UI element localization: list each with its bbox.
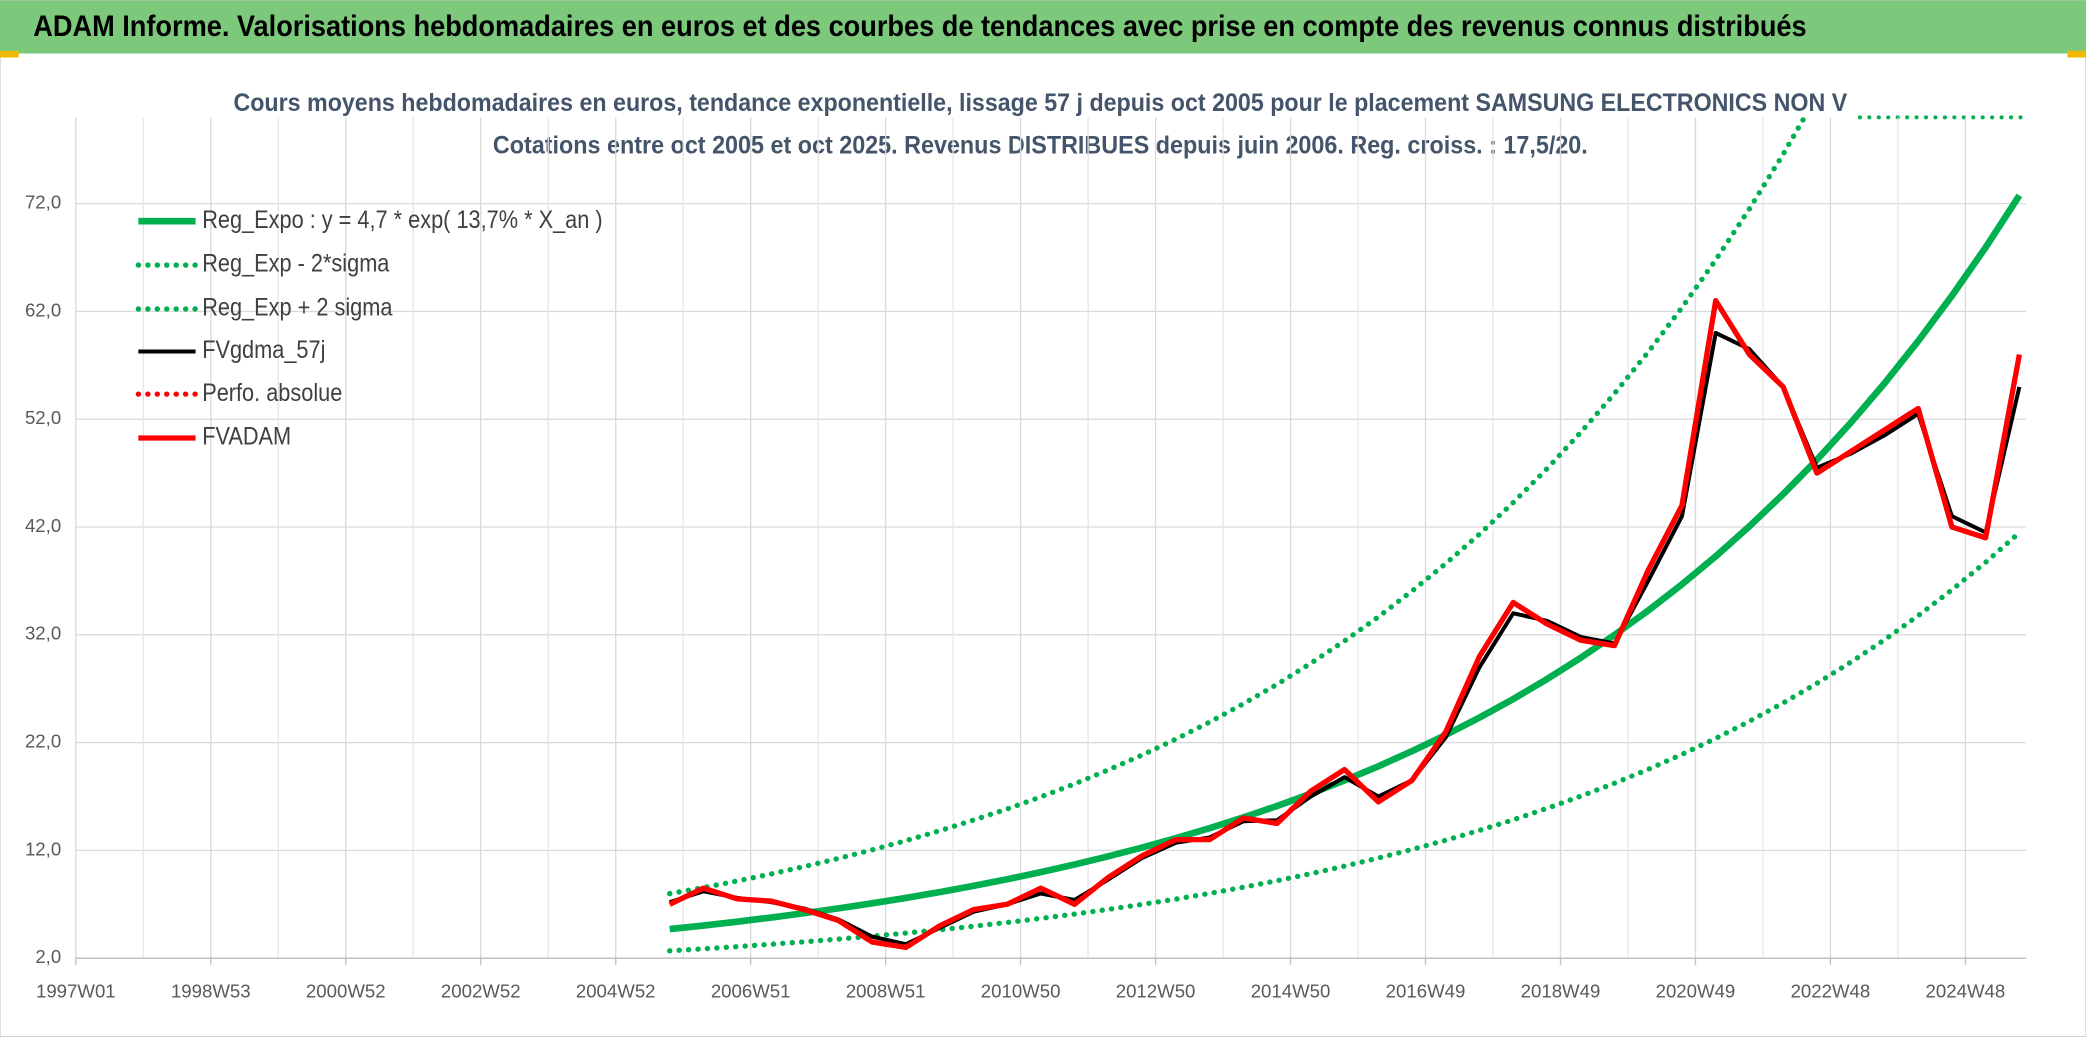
x-tick-label: 2002W52: [441, 981, 521, 1002]
corner-mark: [0, 50, 19, 58]
x-tick-label: 2024W48: [1926, 981, 2006, 1002]
chart-subtitle: Cotations entre oct 2005 et oct 2025. Re…: [493, 131, 1588, 159]
y-tick-label: 2,0: [35, 946, 61, 967]
corner-mark: [2067, 50, 2086, 58]
legend-label: FVADAM: [202, 422, 291, 450]
y-tick-label: 72,0: [25, 192, 61, 213]
x-tick-label: 2014W50: [1251, 981, 1331, 1002]
x-tick-label: 2018W49: [1521, 981, 1601, 1002]
x-tick-label: 2020W49: [1656, 981, 1736, 1002]
chart-title: Cours moyens hebdomadaires en euros, ten…: [233, 89, 1847, 117]
x-tick-label: 2012W50: [1116, 981, 1196, 1002]
series-line: [669, 193, 2023, 933]
x-tick-label: 2016W49: [1386, 981, 1466, 1002]
y-tick-label: 32,0: [25, 623, 61, 644]
x-tick-label: 1998W53: [171, 981, 251, 1002]
y-tick-label: 62,0: [25, 299, 61, 320]
header-banner: [0, 0, 2086, 54]
y-tick-label: 52,0: [25, 407, 61, 428]
y-tick-label: 12,0: [25, 838, 61, 859]
legend-label: Reg_Exp - 2*sigma: [202, 249, 390, 277]
series-line: [668, 297, 2023, 951]
x-tick-label: 2000W52: [306, 981, 386, 1002]
series-line: [667, 117, 1808, 897]
legend-label: FVgdma_57j: [202, 336, 325, 364]
legend: Reg_Expo : y = 4,7 * exp( 13,7% * X_an )…: [135, 205, 603, 450]
y-tick-label: 42,0: [25, 515, 61, 536]
x-tick-label: 2006W51: [711, 981, 791, 1002]
x-tick-label: 1997W01: [36, 981, 116, 1002]
x-tick-label: 2022W48: [1791, 981, 1871, 1002]
x-tick-label: 2010W50: [981, 981, 1061, 1002]
series-line: [667, 530, 2023, 954]
grid: 2,0 12,0 22,0 32,0 42,0 52,0 62,0 72,0 1997W01 19…: [25, 117, 2027, 1002]
legend-label: Perfo. absolue: [202, 378, 342, 406]
header-title: ADAM Informe. Valorisations hebdomadaire…: [33, 11, 1806, 43]
x-tick-label: 2004W52: [576, 981, 656, 1002]
plot-area: [667, 117, 2023, 954]
legend-label: Reg_Expo : y = 4,7 * exp( 13,7% * X_an ): [202, 205, 602, 233]
x-tick-label: 2008W51: [846, 981, 926, 1002]
legend-label: Reg_Exp + 2 sigma: [202, 293, 393, 321]
y-tick-label: 22,0: [25, 731, 61, 752]
